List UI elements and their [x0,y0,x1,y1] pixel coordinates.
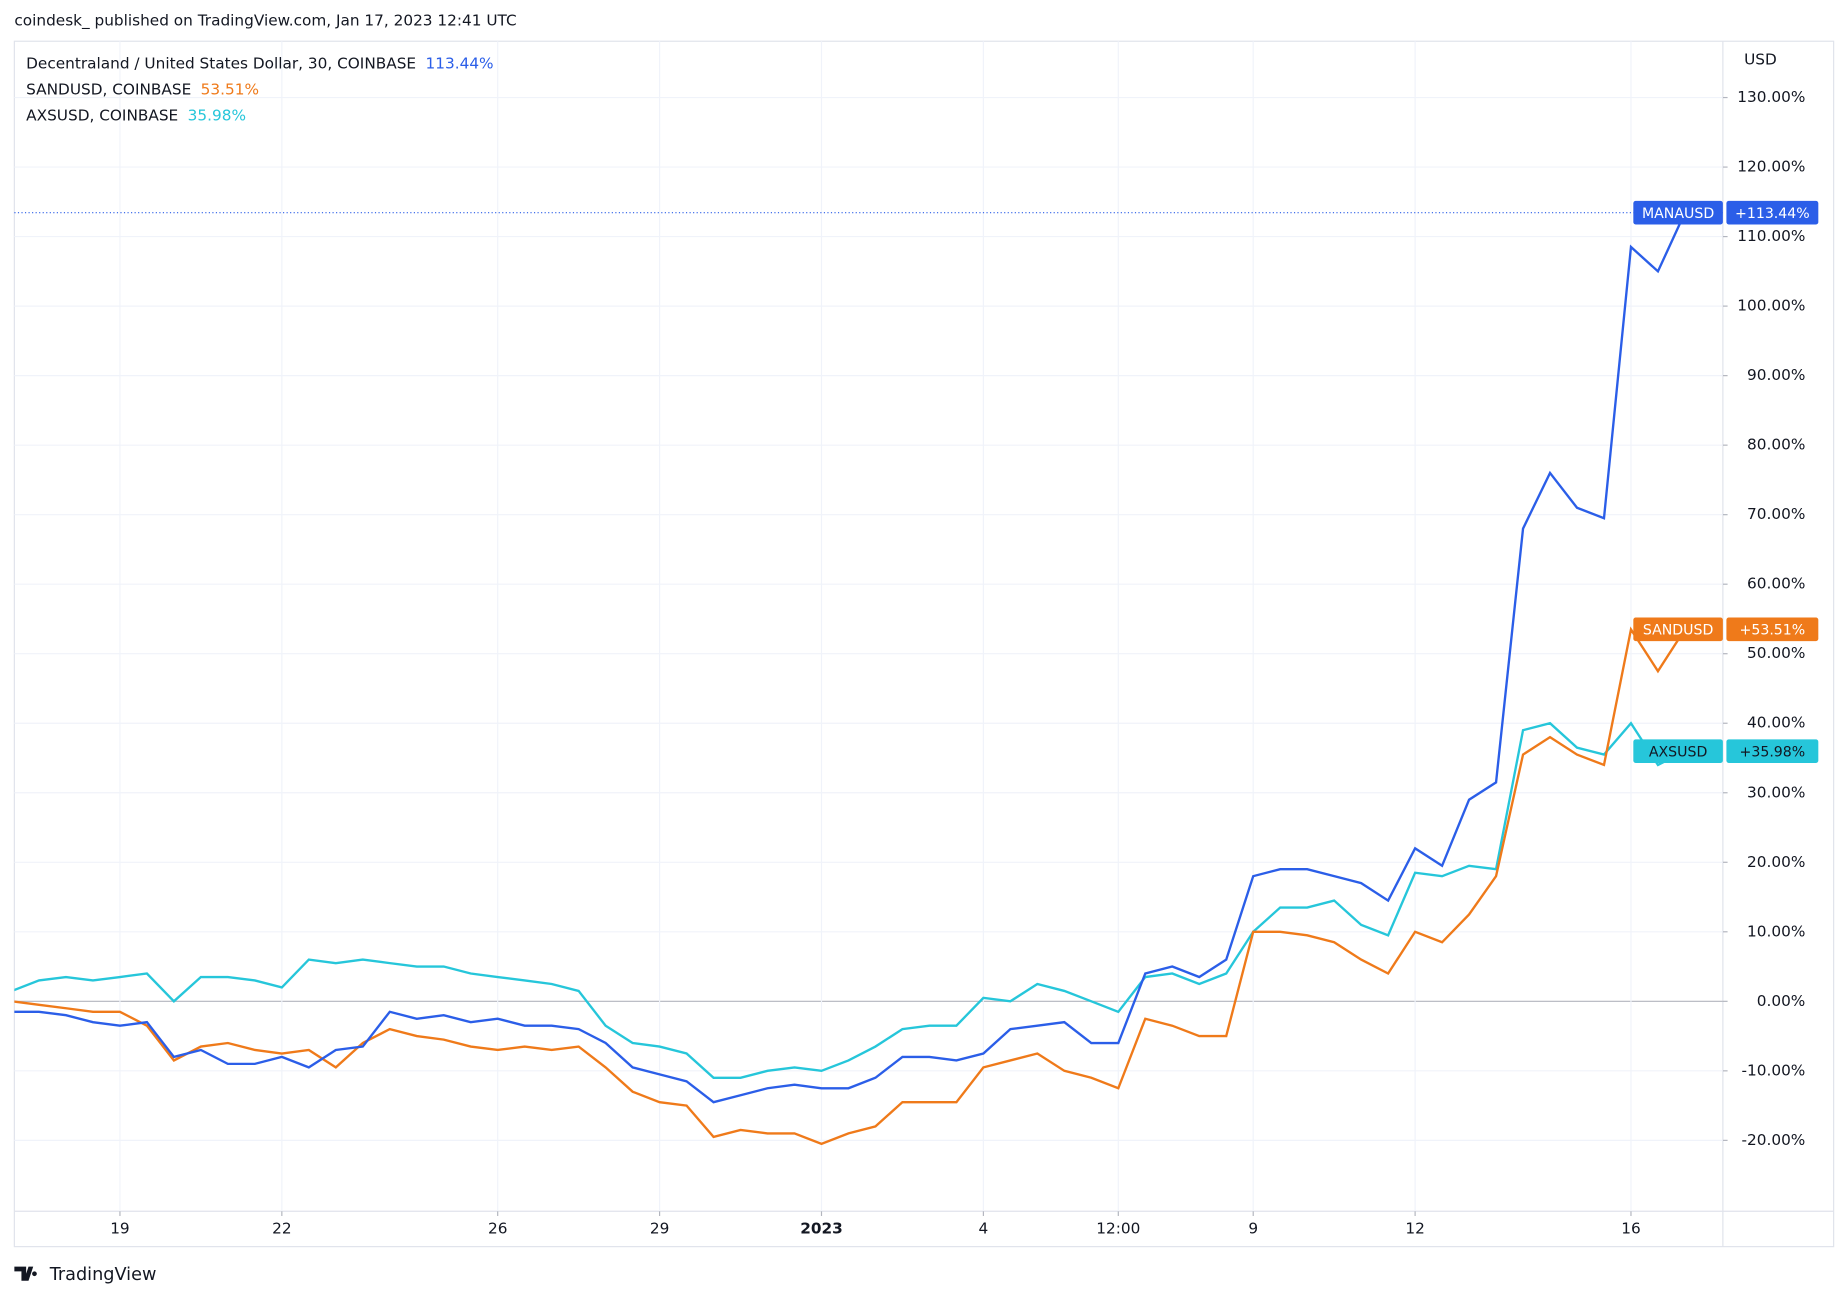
x-tick-label: 4 [979,1219,989,1237]
y-tick-label: 50.00% [1747,644,1805,662]
series-line [14,626,1686,1146]
x-tick-label: 12:00 [1096,1219,1140,1237]
legend-value: 35.98% [188,106,246,124]
legend-entry: SANDUSD, COINBASE 53.51% [26,80,259,98]
legend-entry: AXSUSD, COINBASE 35.98% [26,106,246,124]
x-tick-label: 22 [272,1219,291,1237]
value-badge-label: +35.98% [1740,744,1806,760]
y-tick-label: 20.00% [1747,853,1805,871]
value-badge [1726,739,1819,763]
y-tick-label: 10.00% [1747,922,1805,940]
y-tick-label: 60.00% [1747,575,1805,593]
value-badge-label: +53.51% [1740,622,1806,638]
y-tick-label: 30.00% [1747,783,1805,801]
legend-entry: Decentraland / United States Dollar, 30,… [26,54,493,72]
logo [14,1266,37,1281]
y-tick-label: 110.00% [1737,227,1805,245]
symbol-badge [1633,617,1723,642]
legend-value: 113.44% [426,54,494,72]
legend-name[interactable]: AXSUSD, COINBASE [26,106,178,124]
symbol-badge-label: SANDUSD [1643,622,1714,638]
y-tick-label: -10.00% [1741,1061,1805,1079]
y-tick-label: -20.00% [1741,1131,1805,1149]
symbol-badge [1633,200,1723,225]
legend-value: 53.51% [201,80,259,98]
x-tick-label: 12 [1405,1219,1424,1237]
x-tick-label: 16 [1621,1219,1640,1237]
y-tick-label: 40.00% [1747,714,1805,732]
y-tick-label: 130.00% [1737,88,1805,106]
series-line [14,721,1686,1079]
symbol-badge [1633,739,1723,763]
header: coindesk_ published on TradingView.com, … [14,12,516,31]
y-tick-label: 70.00% [1747,505,1805,523]
legend-name[interactable]: SANDUSD, COINBASE [26,80,191,98]
x-tick-label: 2023 [800,1219,843,1237]
value-badge [1726,617,1819,642]
symbol-badge-label: MANAUSD [1642,206,1714,222]
frame [13,40,1835,1248]
y-axis-label: USD [1744,51,1777,69]
grid [14,41,1723,1212]
symbol-badge-label: AXSUSD [1649,744,1708,760]
y-tick-label: 90.00% [1747,366,1805,384]
footer-brand: TradingView [49,1265,157,1285]
value-badge-label: +113.44% [1735,206,1810,222]
legend-name[interactable]: Decentraland / United States Dollar, 30,… [26,54,416,72]
x-tick-label: 19 [110,1219,129,1237]
y-tick-label: 100.00% [1737,297,1805,315]
x-tick-label: 26 [488,1219,507,1237]
x-tick-label: 29 [650,1219,669,1237]
series-line [14,212,1687,1104]
x-tick-label: 9 [1248,1219,1258,1237]
y-tick-label: 0.00% [1757,992,1806,1010]
value-badge [1726,200,1819,225]
y-tick-label: 120.00% [1737,158,1805,176]
y-tick-label: 80.00% [1747,436,1805,454]
